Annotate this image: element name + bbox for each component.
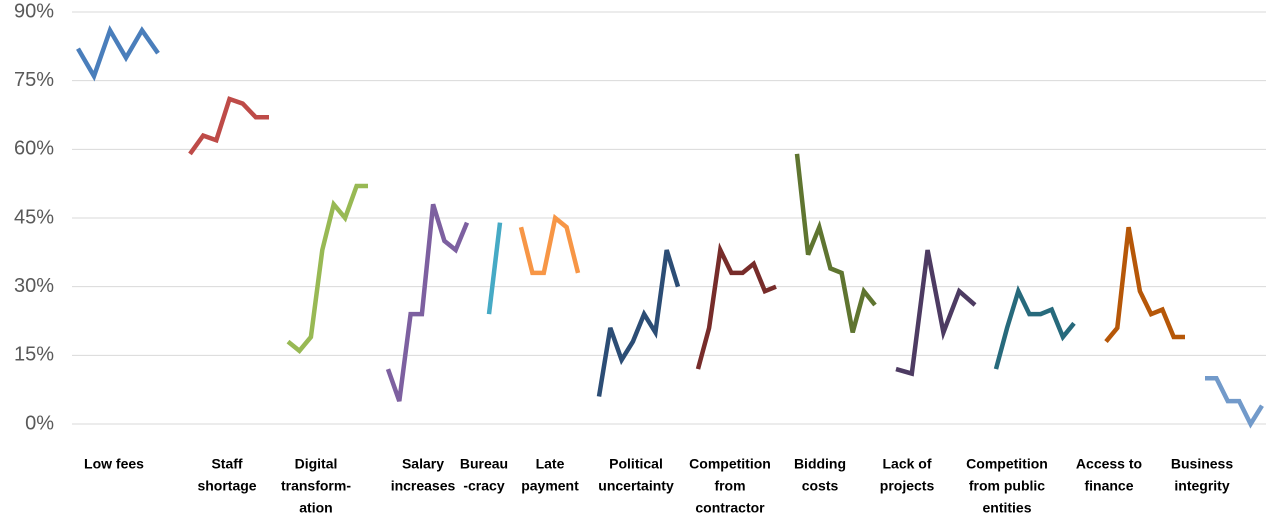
line-series — [1205, 375, 1264, 429]
line-series — [286, 183, 368, 354]
line-series — [518, 213, 581, 276]
x-tick-label: integrity — [1174, 478, 1229, 494]
y-tick-label: 75% — [14, 69, 54, 91]
y-tick-label: 0% — [25, 412, 54, 434]
x-tick-label: Salary — [402, 456, 444, 472]
y-tick-label: 90% — [14, 0, 54, 22]
line-series — [385, 203, 470, 402]
line-series — [794, 153, 877, 333]
x-tick-label: payment — [521, 478, 579, 494]
x-tick-label: Low fees — [84, 456, 144, 472]
x-tick-label: ation — [299, 500, 332, 516]
x-tick-label: costs — [802, 478, 839, 494]
x-tick-label: Business — [1171, 456, 1233, 472]
x-tick-label: Access to — [1076, 456, 1142, 472]
y-tick-label: 60% — [14, 138, 54, 160]
y-tick-label: 45% — [14, 206, 54, 228]
x-tick-label: Competition — [966, 456, 1048, 472]
line-series — [1104, 226, 1185, 344]
x-tick-label: shortage — [197, 478, 256, 494]
x-tick-label: Late — [536, 456, 565, 472]
x-tick-label: projects — [880, 478, 935, 494]
line-series — [76, 24, 160, 82]
line-series — [993, 285, 1076, 370]
y-tick-label: 30% — [14, 275, 54, 297]
line-series — [596, 249, 681, 397]
x-tick-label: transform- — [281, 478, 351, 494]
x-tick-label: Bureau — [460, 456, 508, 472]
x-tick-label: Lack of — [882, 456, 931, 472]
x-tick-label: from public — [969, 478, 1045, 494]
x-tick-label: increases — [391, 478, 456, 494]
x-tick-label: Competition — [689, 456, 771, 472]
y-tick-label: 15% — [14, 344, 54, 366]
x-tick-label: uncertainty — [598, 478, 674, 494]
x-tick-label: Political — [609, 456, 663, 472]
line-series — [486, 222, 503, 315]
x-tick-label: Staff — [211, 456, 242, 472]
x-tick-label: finance — [1084, 478, 1133, 494]
x-tick-label: entities — [982, 500, 1031, 516]
x-tick-label: from — [714, 478, 745, 494]
x-tick-label: contractor — [695, 500, 765, 516]
line-series — [188, 96, 269, 156]
x-tick-label: Digital — [295, 456, 338, 472]
line-series — [695, 242, 777, 370]
x-tick-label: Bidding — [794, 456, 846, 472]
line-series — [895, 249, 977, 377]
x-tick-label: -cracy — [463, 478, 504, 494]
